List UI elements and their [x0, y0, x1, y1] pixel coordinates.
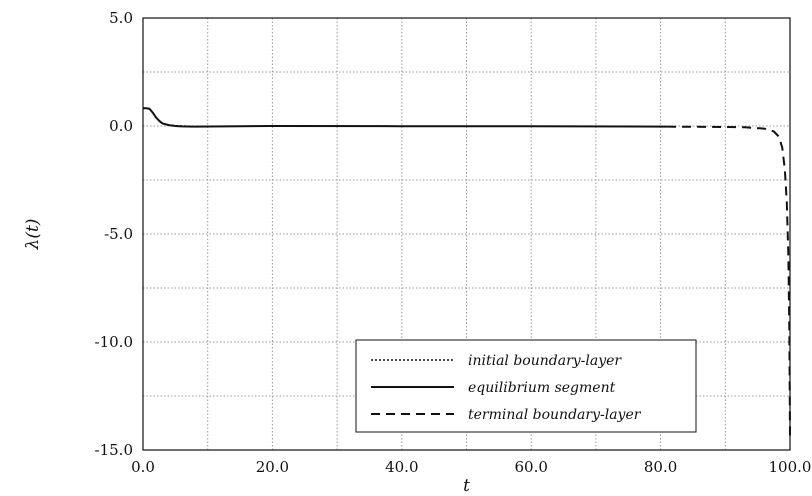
y-tick-label: 0.0: [109, 117, 133, 135]
y-tick-label: -5.0: [104, 225, 133, 243]
x-tick-label: 80.0: [644, 458, 677, 476]
legend: initial boundary-layer equilibrium segme…: [355, 339, 697, 433]
x-tick-label: 100.0: [769, 458, 812, 476]
x-tick-label: 40.0: [385, 458, 418, 476]
y-tick-label: -10.0: [95, 333, 133, 351]
tick-labels: 0.0 20.0 40.0 60.0 80.0 100.0 5.0 0.0 -5.0 -10.0 -…: [95, 9, 812, 476]
legend-label-initial: initial boundary-layer: [468, 353, 622, 369]
initial-boundary-layer-line: [143, 107, 208, 128]
series-lines: [143, 107, 791, 438]
x-tick-label: 60.0: [514, 458, 547, 476]
x-tick-label: 20.0: [256, 458, 289, 476]
y-axis-label: λ(t): [23, 219, 43, 251]
y-tick-label: -15.0: [95, 441, 133, 459]
y-tick-label: 5.0: [109, 9, 133, 27]
plot-frame: [142, 17, 791, 451]
equilibrium-segment-line: [143, 107, 668, 128]
terminal-boundary-layer-line: [667, 125, 791, 438]
x-tick-label: 0.0: [131, 458, 155, 476]
legend-label-equilibrium: equilibrium segment: [468, 380, 616, 396]
legend-label-terminal: terminal boundary-layer: [468, 407, 642, 423]
x-axis-label: t: [463, 476, 470, 496]
